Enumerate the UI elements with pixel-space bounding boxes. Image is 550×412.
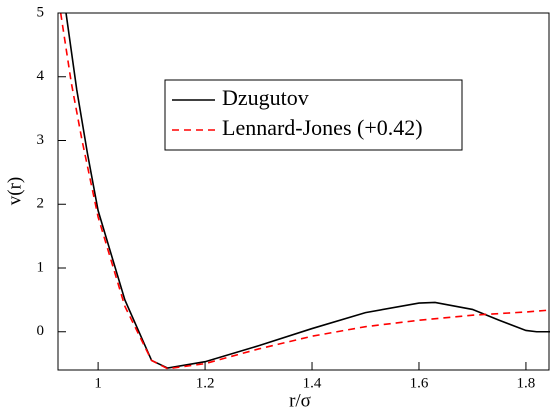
x-tick-label: 1.4 xyxy=(303,375,322,391)
legend-label: Lennard-Jones (+0.42) xyxy=(222,115,423,140)
legend-label: Dzugutov xyxy=(222,85,309,110)
y-tick-label: 0 xyxy=(37,323,45,339)
y-tick-label: 3 xyxy=(37,132,45,148)
y-tick-label: 1 xyxy=(37,259,45,275)
y-tick-label: 2 xyxy=(37,196,45,212)
x-tick-label: 1 xyxy=(94,375,102,391)
plot-frame xyxy=(57,12,550,371)
y-tick-label: 4 xyxy=(37,68,45,84)
line xyxy=(65,13,550,369)
x-axis-label: r/σ xyxy=(289,390,311,411)
x-tick-label: 1.2 xyxy=(196,375,215,391)
x-tick-label: 1.6 xyxy=(410,375,429,391)
line xyxy=(59,13,550,370)
plot-lines xyxy=(59,13,550,370)
legend-box xyxy=(164,79,463,151)
y-axis-label: v(r) xyxy=(4,177,25,205)
y-tick-label: 5 xyxy=(37,4,45,20)
x-tick-label: 1.8 xyxy=(517,375,536,391)
